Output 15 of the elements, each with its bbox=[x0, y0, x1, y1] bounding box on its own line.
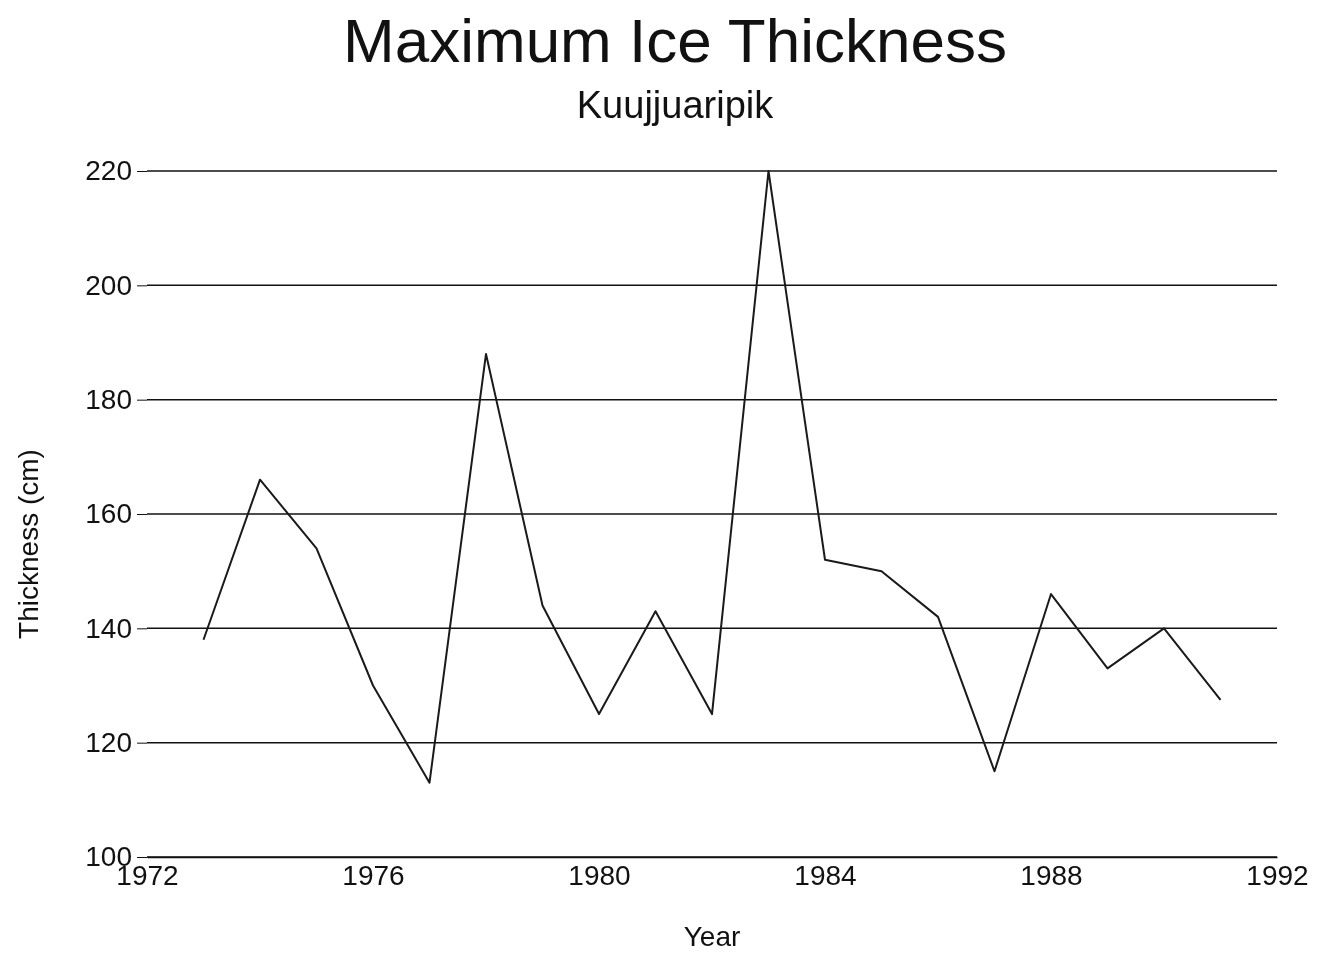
x-tick-label: 1992 bbox=[1246, 860, 1309, 892]
y-tick-label: 180 bbox=[85, 384, 132, 416]
x-tick-label: 1988 bbox=[1020, 860, 1083, 892]
y-tick-label: 200 bbox=[85, 269, 132, 301]
x-tick-label: 1980 bbox=[568, 860, 631, 892]
y-tick-label: 120 bbox=[85, 727, 132, 759]
x-tick-label: 1984 bbox=[794, 860, 857, 892]
x-axis-title: Year bbox=[683, 921, 741, 952]
y-tick-label: 140 bbox=[85, 612, 132, 644]
x-tick-label: 1976 bbox=[342, 860, 405, 892]
y-axis-title: Thickness (cm) bbox=[13, 449, 44, 639]
chart-title: Maximum Ice Thickness bbox=[343, 6, 1007, 75]
y-tick-label: 160 bbox=[85, 498, 132, 530]
chart-subtitle: Kuujjuaripik bbox=[576, 84, 775, 126]
y-tick-label: 220 bbox=[85, 155, 132, 187]
